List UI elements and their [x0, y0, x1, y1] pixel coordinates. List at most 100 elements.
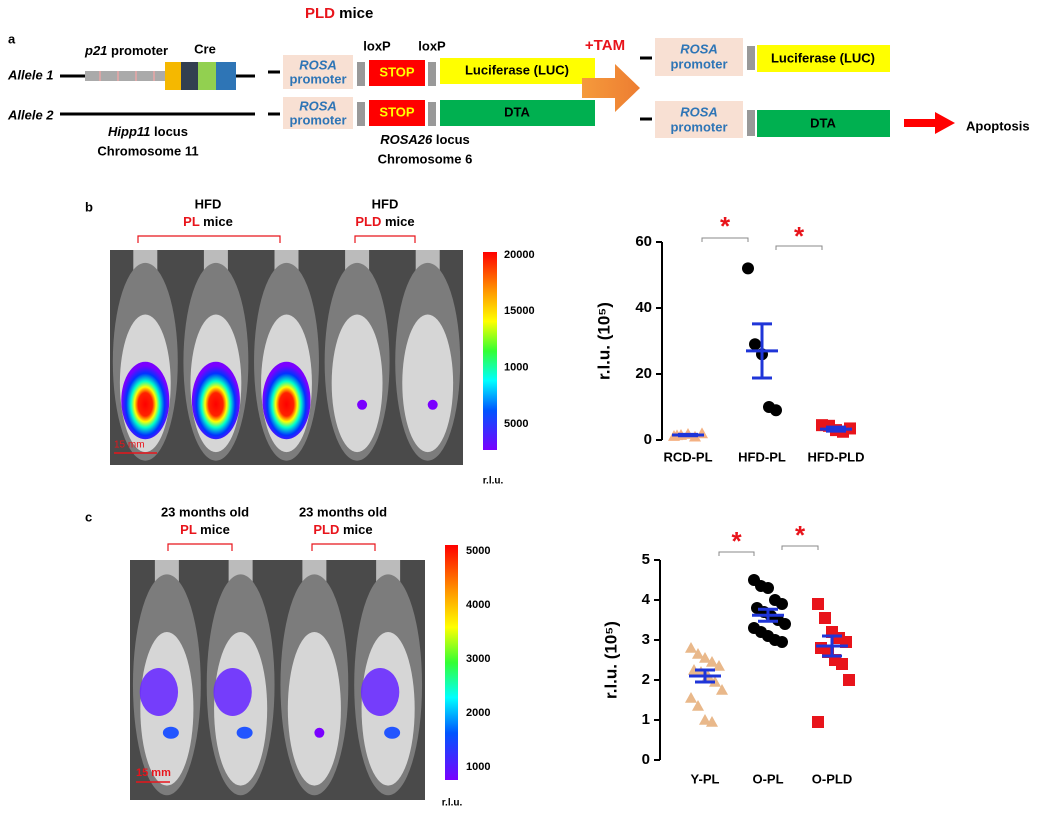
rosa-label: ROSA [680, 104, 718, 119]
signal [357, 399, 368, 410]
point [692, 700, 704, 711]
y-tick-label: 5 [642, 551, 650, 568]
point [692, 648, 704, 659]
stop-label: STOP [379, 104, 414, 119]
y-tick-label: 40 [635, 299, 652, 316]
chromosome-label: Chromosome 11 [97, 143, 198, 158]
x-tick-label: RCD-PL [663, 449, 712, 464]
allele-label: Allele 2 [7, 107, 54, 122]
colorbar-tick-label: 20000 [504, 249, 535, 261]
mouse-belly [287, 632, 341, 786]
colorbar-unit: r.l.u. [442, 798, 463, 809]
promoter-stripes [99, 71, 155, 81]
significance-bracket [718, 551, 755, 556]
x-tick-label: HFD-PL [738, 449, 786, 464]
cre-block [181, 62, 198, 90]
significance-label: * [720, 211, 731, 241]
cre-block [216, 62, 236, 90]
group-label: PL mice [180, 522, 230, 537]
group-red: PL [180, 522, 197, 537]
y-tick-label: 0 [642, 751, 650, 768]
luc-label: Luciferase (LUC) [465, 62, 569, 77]
x-tick-label: O-PLD [812, 771, 852, 786]
signal [384, 726, 401, 739]
title-rest: mice [335, 5, 373, 22]
group-red: PLD [313, 522, 339, 537]
p21-label: p21 promoter [84, 43, 168, 58]
colorbar-tick-label: 2000 [466, 707, 490, 719]
y-tick-label: 4 [642, 591, 651, 608]
panel-label: b [85, 199, 93, 214]
colorbar-tick-label: 5000 [504, 418, 528, 430]
point [706, 716, 718, 727]
point [843, 674, 855, 686]
loxp-label: loxP [363, 38, 391, 53]
group-red: PL [183, 214, 200, 229]
scale-label: 15 mm [114, 440, 145, 451]
promoter-label: promoter [670, 56, 727, 71]
colorbar-tick-label: 5000 [466, 545, 490, 557]
point [685, 692, 697, 703]
group-rest: mice [197, 522, 230, 537]
point [699, 714, 711, 725]
significance-bracket [775, 245, 823, 250]
signal [427, 399, 438, 410]
cre-block [198, 62, 216, 90]
y-tick-label: 2 [642, 671, 650, 688]
colorbar-tick-label: 3000 [466, 653, 490, 665]
group-label: PL mice [183, 214, 233, 229]
significance-label: * [731, 526, 742, 556]
group-label: 23 months old [299, 504, 387, 519]
colorbar-tick-label: 15000 [504, 305, 535, 317]
point [716, 684, 728, 695]
x-tick-label: O-PL [752, 771, 783, 786]
point [742, 262, 754, 275]
group-bracket [137, 235, 416, 243]
panel-label: a [8, 31, 16, 46]
construct-row [268, 55, 595, 129]
signal [162, 726, 179, 739]
p21: p21 [84, 43, 107, 58]
x-tick-label: Y-PL [691, 771, 720, 786]
point [776, 598, 788, 610]
title-red: PLD [305, 5, 335, 22]
group-label: PLD mice [313, 522, 372, 537]
group-label: 23 months old [161, 504, 249, 519]
locus-label: Hipp11 locus [108, 124, 188, 139]
cre-block [165, 62, 181, 90]
error-bar [826, 425, 846, 433]
promoter-block [85, 71, 165, 81]
colorbar-unit: r.l.u. [483, 476, 504, 487]
point [713, 660, 725, 671]
y-tick-label: 3 [642, 631, 650, 648]
signal [121, 361, 170, 440]
panel-a-title: PLD mice [305, 5, 373, 22]
group-rest: mice [339, 522, 372, 537]
hipp11-rest: locus [150, 124, 188, 139]
rosa-label: ROSA [299, 98, 337, 113]
point [762, 582, 774, 594]
signal [191, 361, 240, 440]
error-bar [678, 432, 698, 438]
signal [139, 668, 179, 716]
error-bar [758, 607, 778, 623]
tam-arrow [582, 64, 640, 112]
point [688, 664, 700, 675]
group-red: PLD [355, 214, 381, 229]
group-label: PLD mice [355, 214, 414, 229]
locus-label: ROSA26 locus [380, 132, 470, 147]
signal [360, 668, 400, 716]
point [699, 652, 711, 663]
hipp11: Hipp11 [108, 124, 150, 139]
point [706, 656, 718, 667]
panel-label: c [85, 509, 92, 524]
y-axis-label: r.l.u. (10⁵) [601, 621, 620, 699]
group-bracket [167, 543, 376, 551]
recombined-row [640, 38, 955, 138]
error-bar [822, 634, 842, 658]
error-bar [695, 668, 715, 684]
promoter-label: promoter [289, 71, 346, 86]
point [812, 716, 824, 728]
